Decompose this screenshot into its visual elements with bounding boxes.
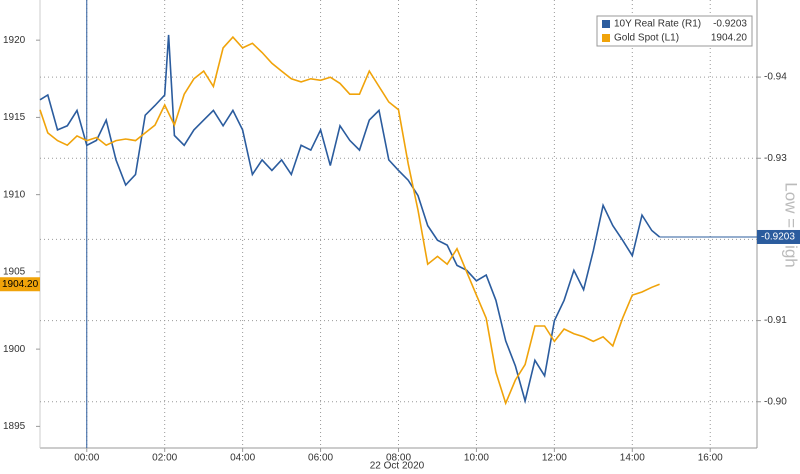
x-tick-label: 12:00	[542, 453, 567, 464]
x-tick-label: 08:00	[386, 453, 411, 464]
x-tick-label: 04:00	[230, 453, 255, 464]
y2-tick-label: -0.94	[764, 72, 787, 83]
y2-tick-label: -0.91	[764, 315, 787, 326]
x-axis-label: 22 Oct 2020	[370, 461, 425, 472]
x-tick-label: 02:00	[152, 453, 177, 464]
y2-tick-label: -0.90	[764, 396, 787, 407]
last-value-tag	[0, 277, 40, 292]
x-tick-label: 10:00	[464, 453, 489, 464]
x-tick-label: 16:00	[698, 453, 723, 464]
y2-tick-label: -0.93	[764, 153, 787, 164]
x-tick-label: 06:00	[308, 453, 333, 464]
last-value-label: 1904.20	[2, 279, 39, 290]
y-tick-label: 1900	[3, 344, 26, 355]
legend-swatch	[602, 34, 610, 42]
x-tick-label: 00:00	[74, 453, 99, 464]
legend-value: 1904.20	[711, 33, 748, 44]
y-tick-label: 1895	[3, 421, 26, 432]
legend-value: -0.9203	[713, 19, 747, 30]
series-line	[39, 34, 661, 405]
last-value-tag	[757, 229, 800, 244]
legend-swatch	[602, 20, 610, 28]
y-tick-label: 1910	[3, 189, 26, 200]
y-tick-label: 1915	[3, 112, 26, 123]
legend-box	[596, 15, 753, 47]
series-line	[39, 35, 660, 406]
y-tick-label: 1905	[3, 267, 26, 278]
legend-label: Gold Spot (L1)	[614, 33, 679, 44]
last-value-label: -0.9203	[761, 232, 795, 243]
legend-label: 10Y Real Rate (R1)	[614, 19, 701, 30]
x-tick-label: 14:00	[620, 453, 645, 464]
y-tick-label: 1920	[3, 35, 26, 46]
annotation: Low = High	[782, 182, 800, 268]
